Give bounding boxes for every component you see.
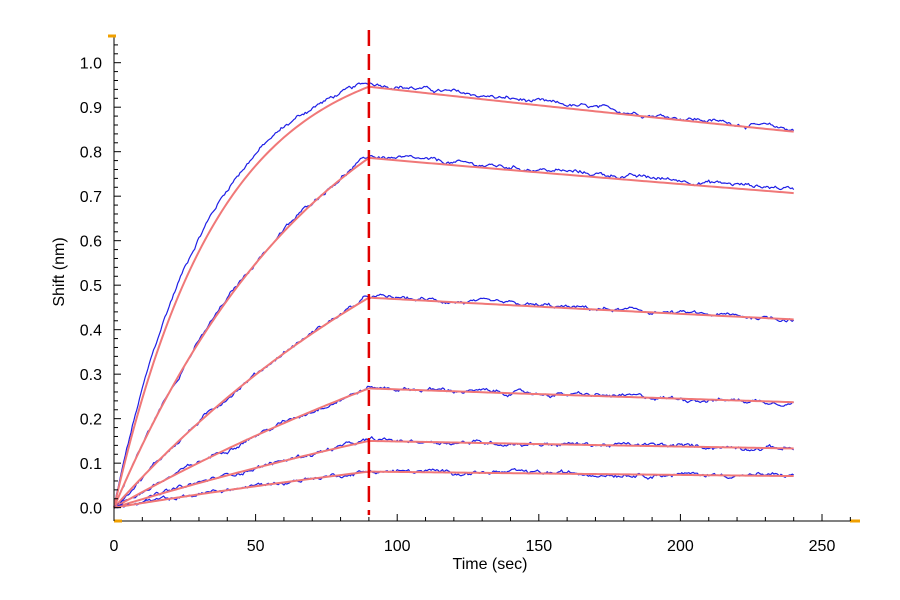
- x-axis-title: Time (sec): [453, 556, 528, 573]
- x-tick-label: 100: [384, 538, 411, 555]
- x-tick-label: 0: [110, 538, 119, 555]
- measured-curve: [113, 436, 794, 509]
- y-tick-label: 0.3: [80, 367, 102, 384]
- y-tick-label: 0.7: [80, 189, 102, 206]
- y-axis-title: Shift (nm): [51, 237, 68, 306]
- fit-curve: [113, 156, 794, 509]
- y-tick-label: 0.9: [80, 100, 102, 117]
- fit-curve: [113, 470, 794, 509]
- fit-curve: [113, 439, 794, 509]
- y-tick-label: 0.4: [80, 323, 102, 340]
- x-tick-label: 200: [667, 538, 694, 555]
- y-tick-label: 0.0: [80, 501, 102, 518]
- y-tick-label: 0.1: [80, 456, 102, 473]
- fit-curve: [113, 85, 794, 508]
- x-tick-label: 50: [247, 538, 265, 555]
- y-tick-label: 0.2: [80, 412, 102, 429]
- axes-layer: 0.0 0.1 0.2 0.3 0.4 0.5 0.6 0.7 0.8 0.9 1.0 0 50 100 1…: [80, 34, 860, 555]
- y-tick-label: 0.8: [80, 145, 102, 162]
- x-tick-label: 150: [525, 538, 552, 555]
- y-tick-label: 0.5: [80, 278, 102, 295]
- y-tick-label: 1.0: [80, 56, 102, 73]
- fit-curve: [113, 296, 794, 509]
- y-tick-label: 0.6: [80, 234, 102, 251]
- curves-layer: [113, 82, 795, 509]
- measured-curve: [113, 154, 795, 508]
- fit-curve: [113, 387, 794, 509]
- measured-curve: [113, 82, 795, 508]
- x-tick-label: 250: [809, 538, 836, 555]
